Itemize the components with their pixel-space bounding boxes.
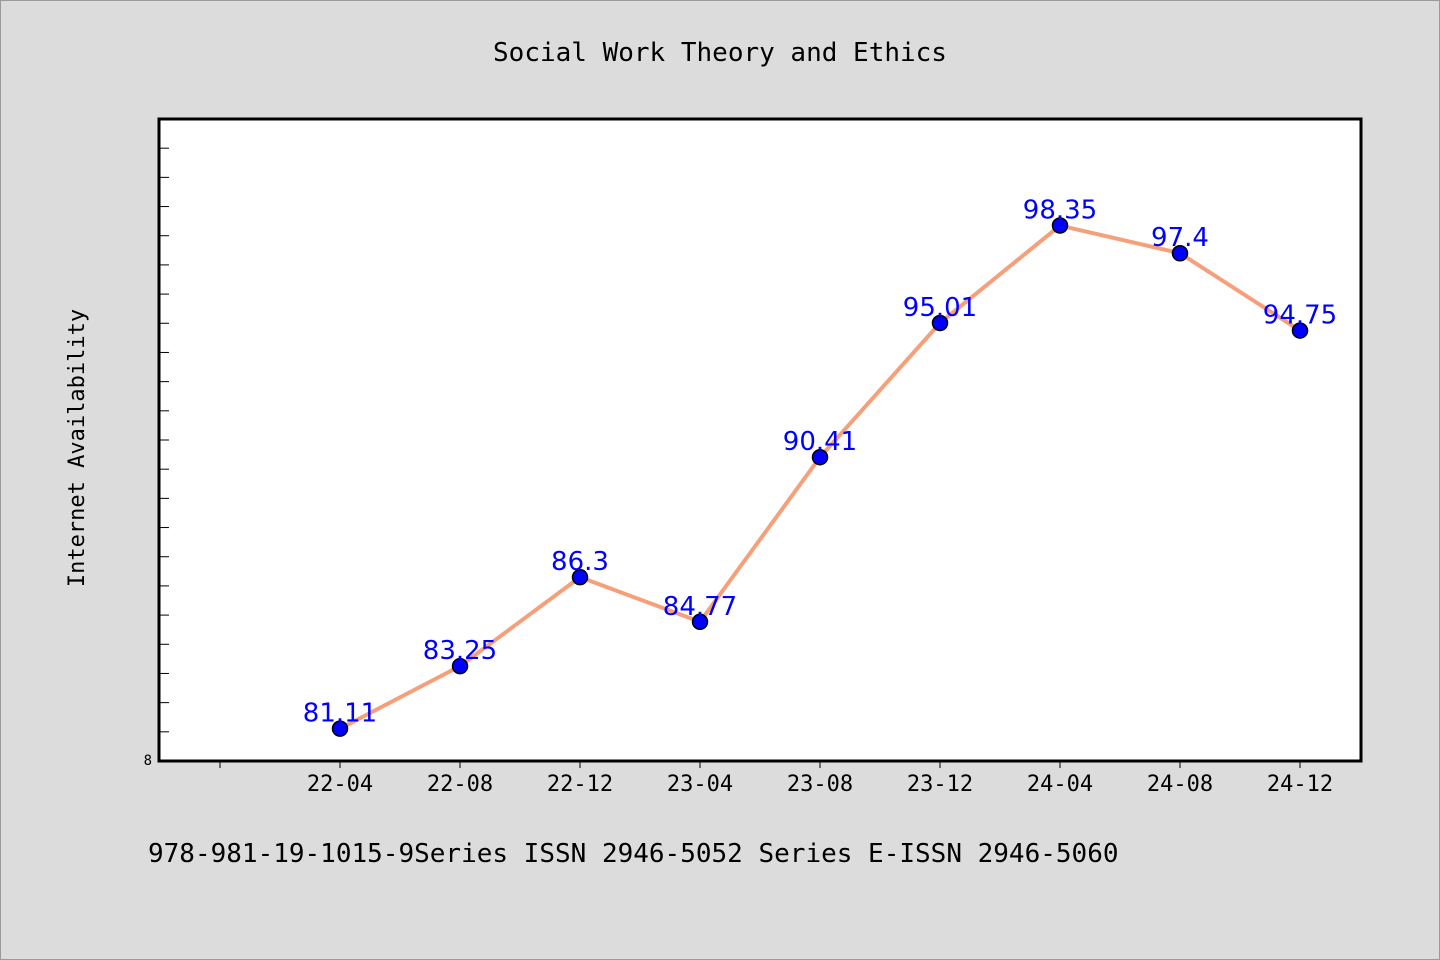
y-axis-ticks [159,147,169,733]
data-label-layer: 81.11 83.25 86.3 84.77 90.41 95.01 98.35 97.4 94… [303,196,1337,729]
data-point-marker [691,613,709,631]
data-point-marker [331,720,349,737]
data-point-marker [1171,244,1189,262]
data-value-label: 90.41 [783,427,857,457]
data-value-label: 84.77 [663,592,737,622]
x-tick-label: 24-04 [1027,772,1093,797]
data-value-label: 83.25 [423,636,497,666]
data-value-label: 86.3 [551,547,609,577]
x-tick-label: 23-08 [787,772,853,797]
data-value-label: 98.35 [1023,196,1097,226]
x-tick-label: 23-12 [907,772,973,797]
chart-title: Social Work Theory and Ethics [493,38,947,68]
x-tick-label: 23-04 [667,772,733,797]
data-value-label: 94.75 [1263,301,1337,331]
data-point-marker [931,314,949,332]
data-value-label: 97.4 [1151,223,1209,253]
marker-layer [331,217,1309,737]
x-tick-label: 22-12 [547,772,613,797]
x-tick-label: 24-08 [1147,772,1213,797]
footer-isbn-text: 978-981-19-1015-9Series ISSN 2946-5052 S… [148,839,1119,869]
data-point-marker [1051,217,1069,234]
data-point-marker [451,657,469,675]
y-axis-label: Internet Availability [65,309,90,587]
x-tick-label: 22-04 [307,772,373,797]
plot-area [157,117,1363,763]
data-value-label: 81.11 [303,699,377,729]
data-point-marker [571,568,589,586]
x-tick-label: 24-12 [1267,772,1333,797]
x-tick-label: 22-08 [427,772,493,797]
data-point-marker [811,448,829,466]
data-point-marker [1291,322,1309,339]
data-value-label: 95.01 [903,293,977,323]
y-tick-label: 8 [144,753,152,769]
x-axis-ticks: 22-04 22-08 22-12 23-04 23-08 23-12 24-04 24-08… [219,761,1333,797]
